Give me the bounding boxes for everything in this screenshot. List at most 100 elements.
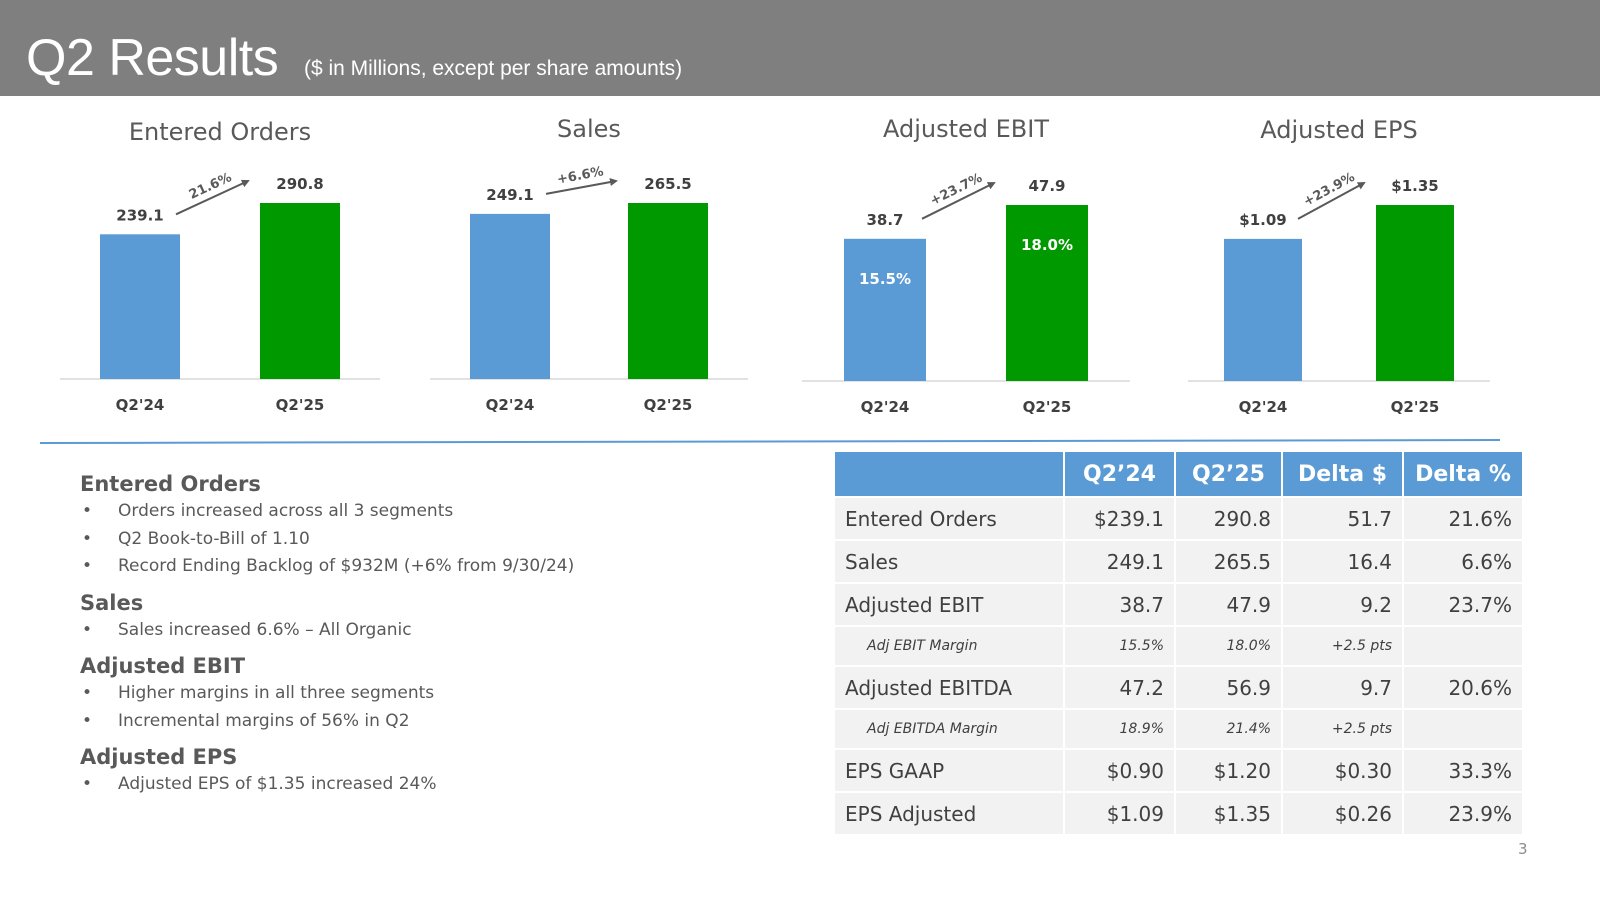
- bar-prior: [100, 234, 180, 379]
- note-bullet-text: Q2 Book-to-Bill of 1.10: [118, 528, 310, 549]
- charts-area: Entered Orders239.1Q2'24290.8Q2'2521.6%S…: [39, 115, 1501, 444]
- data-label: 239.1: [116, 206, 163, 224]
- bullet-icon: •: [82, 619, 93, 640]
- table-header-cell: Q2’25: [1176, 452, 1281, 496]
- note-section-title: Adjusted EPS: [80, 745, 238, 769]
- x-tick-label: Q2'25: [644, 396, 693, 414]
- table-cell: 21.6%: [1404, 498, 1522, 539]
- table-cell: 9.2: [1283, 584, 1402, 625]
- growth-arrow-icon: [545, 178, 618, 195]
- table-header-cell: [835, 452, 1063, 496]
- table-cell: 56.9: [1176, 667, 1281, 708]
- bullet-icon: •: [82, 528, 93, 549]
- data-label: $1.35: [1391, 177, 1438, 195]
- bar-current: [628, 203, 708, 379]
- growth-arrow-icon: [175, 179, 250, 216]
- table-cell: 51.7: [1283, 498, 1402, 539]
- bar-chart-adjusted-ebit: Adjusted EBIT 38.7 15.5% Q2'24 47.9 18.0% Q2'2…: [802, 115, 1130, 416]
- row-label: Sales: [835, 541, 1063, 582]
- bullet-icon: •: [82, 774, 93, 794]
- note-bullet-item: • Record Ending Backlog of $932M (+6% fro…: [80, 553, 760, 581]
- row-label: Adjusted EBIT: [835, 584, 1063, 625]
- data-label: 38.7: [866, 211, 903, 229]
- table-cell: +2.5 pts: [1283, 627, 1402, 665]
- bar-current: [260, 203, 340, 379]
- bar-prior: [470, 213, 550, 379]
- table-row: Sales 249.1 265.5 16.4 6.6%: [835, 541, 1522, 582]
- table-cell: $0.30: [1283, 750, 1402, 791]
- x-tick-label: Q2'24: [486, 396, 535, 414]
- data-label: 290.8: [276, 175, 323, 193]
- bar-prior: [844, 238, 926, 381]
- bar-chart-adjusted-eps: Adjusted EPS $1.09 Q2'24 $1.35 Q2'25 +23.9%: [1188, 116, 1490, 416]
- chart-title: Entered Orders: [129, 118, 311, 146]
- table-cell: $1.09: [1065, 793, 1174, 834]
- table-cell: 47.2: [1065, 667, 1174, 708]
- bullet-icon: •: [82, 683, 93, 703]
- row-label: Adj EBITDA Margin: [835, 710, 1063, 748]
- note-bullet-item: • Sales increased 6.6% – All Organic: [80, 617, 760, 645]
- table-cell: [1404, 710, 1522, 748]
- table-cell: 47.9: [1176, 584, 1281, 625]
- table-cell: +2.5 pts: [1283, 710, 1402, 748]
- table-cell: 16.4: [1283, 541, 1402, 582]
- chart-title: Adjusted EPS: [1260, 116, 1418, 144]
- table-cell: 9.7: [1283, 667, 1402, 708]
- table-cell: 18.0%: [1176, 627, 1281, 665]
- table-cell: 249.1: [1065, 541, 1174, 582]
- table-cell: 15.5%: [1065, 627, 1174, 665]
- note-bullet-list: • Adjusted EPS of $1.35 increased 24%: [80, 771, 760, 799]
- table-cell: [1404, 627, 1522, 665]
- bar-current: [1376, 205, 1454, 381]
- slide-subtitle: ($ in Millions, except per share amounts…: [304, 57, 683, 80]
- growth-label: +23.9%: [1301, 170, 1357, 210]
- table-cell: $1.20: [1176, 750, 1281, 791]
- note-bullet-item: • Adjusted EPS of $1.35 increased 24%: [80, 771, 760, 799]
- highlights-notes: Entered Orders • Orders increased across a…: [80, 470, 760, 807]
- bar-prior: [1224, 238, 1302, 381]
- table-cell: $239.1: [1065, 498, 1174, 539]
- table-cell: 290.8: [1176, 498, 1281, 539]
- data-label: 249.1: [486, 186, 533, 204]
- slide-header: Q2 Results ($ in Millions, except per sh…: [0, 0, 1600, 96]
- x-tick-label: Q2'25: [276, 396, 325, 414]
- bullet-icon: •: [82, 710, 93, 731]
- note-bullet-text: Sales increased 6.6% – All Organic: [118, 619, 412, 640]
- note-bullet-item: • Higher margins in all three segments: [80, 680, 760, 708]
- table-cell: 23.7%: [1404, 584, 1522, 625]
- bar-current: [1006, 205, 1088, 381]
- data-label: 47.9: [1028, 177, 1065, 195]
- x-tick-label: Q2'24: [116, 396, 165, 414]
- row-label: EPS GAAP: [835, 750, 1063, 791]
- note-section-title: Entered Orders: [80, 472, 261, 496]
- table-header-cell: Q2’24: [1065, 452, 1174, 496]
- table-row: Entered Orders $239.1 290.8 51.7 21.6%: [835, 498, 1522, 539]
- note-bullet-item: • Orders increased across all 3 segments: [80, 498, 760, 526]
- note-bullet-list: • Sales increased 6.6% – All Organic: [80, 617, 760, 645]
- section-divider: [39, 439, 1501, 444]
- x-tick-label: Q2'24: [861, 398, 910, 416]
- results-table: Q2’24 Q2’25 Delta $ Delta % Entered Orders $…: [833, 450, 1524, 836]
- growth-arrow-icon: [1297, 182, 1366, 220]
- row-label: Adjusted EBITDA: [835, 667, 1063, 708]
- table-row: Adjusted EBIT 38.7 47.9 9.2 23.7%: [835, 584, 1522, 625]
- table-cell: $0.90: [1065, 750, 1174, 791]
- data-label: $1.09: [1239, 211, 1286, 229]
- table-cell: 18.9%: [1065, 710, 1174, 748]
- table-cell: 38.7: [1065, 584, 1174, 625]
- chart-title: Adjusted EBIT: [883, 115, 1049, 143]
- note-section-title: Sales: [80, 590, 144, 615]
- table-row: Adjusted EBITDA 47.2 56.9 9.7 20.6%: [835, 667, 1522, 708]
- margin-label: 18.0%: [1021, 236, 1073, 254]
- table-cell: $1.35: [1176, 793, 1281, 834]
- growth-arrow-icon: [921, 182, 996, 220]
- page-number: 3: [1518, 840, 1528, 858]
- table-cell: 21.4%: [1176, 710, 1281, 748]
- x-tick-label: Q2'25: [1023, 398, 1072, 416]
- note-bullet-item: • Q2 Book-to-Bill of 1.10: [80, 526, 760, 554]
- slide-title: Q2 Results: [26, 29, 279, 87]
- table-cell: 6.6%: [1404, 541, 1522, 582]
- table-cell: 20.6%: [1404, 667, 1522, 708]
- x-tick-label: Q2'24: [1239, 398, 1288, 416]
